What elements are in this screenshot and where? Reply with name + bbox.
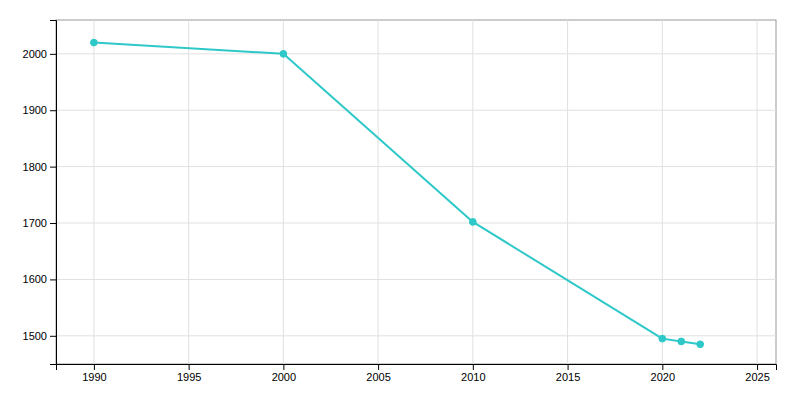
series [91, 39, 704, 347]
x-tick: 2010 [461, 364, 485, 383]
x-tick-label: 2015 [556, 371, 580, 383]
point [697, 341, 704, 348]
x-tick-label: 1995 [177, 371, 201, 383]
x-tick: 2005 [366, 364, 390, 383]
y-tick-label: 2000 [23, 48, 47, 60]
x-tick-mark [283, 364, 284, 370]
x-tick-mark [94, 364, 95, 370]
point [469, 219, 476, 226]
x-tick: 1995 [177, 364, 201, 383]
x-tick-mark [473, 364, 474, 370]
x-tick: 2015 [556, 364, 580, 383]
grid-line-x [378, 20, 379, 364]
chart: 1990 1995 2000 2005 2010 2015 2020 2025 1500 1600… [0, 0, 800, 400]
x-tick-label: 2020 [651, 371, 675, 383]
grid-line-x [472, 20, 473, 364]
grid-line-x [283, 20, 284, 364]
grid-line-y [56, 223, 776, 224]
x-tick-label: 2000 [272, 371, 296, 383]
y-tick-mark [50, 336, 56, 337]
x-axis-line [57, 365, 777, 371]
grid-line-y [56, 335, 776, 336]
y-tick-mark [50, 54, 56, 55]
grid [56, 20, 776, 364]
x-tick-mark [757, 364, 758, 370]
plot-frame [56, 20, 776, 364]
grid-line-y [56, 166, 776, 167]
x-tick-label: 2025 [745, 371, 769, 383]
x-tick-mark [378, 364, 379, 370]
point [280, 50, 287, 57]
y-tick-mark [50, 110, 56, 111]
x-tick-mark [568, 364, 569, 370]
y-tick-label: 1900 [23, 104, 47, 116]
x-tick-label: 1990 [82, 371, 106, 383]
x-tick: 1990 [82, 364, 106, 383]
y-tick-label: 1600 [23, 273, 47, 285]
y-tick: 1600 [23, 273, 56, 285]
point [659, 335, 666, 342]
x-tick-label: 2010 [461, 371, 485, 383]
grid-line-x [93, 20, 94, 364]
grid-line-x [662, 20, 663, 364]
y-axis: 1500 1600 1700 1800 1900 2000 [23, 21, 57, 365]
y-tick: 1900 [23, 104, 56, 116]
grid-line-y [56, 279, 776, 280]
y-tick: 1800 [23, 161, 56, 173]
x-tick: 2025 [745, 364, 769, 383]
grid-line-x [188, 20, 189, 364]
y-tick-label: 1800 [23, 161, 47, 173]
x-tick: 2000 [272, 364, 296, 383]
y-tick: 1700 [23, 217, 56, 229]
y-tick: 1500 [23, 330, 56, 342]
y-tick-mark [50, 279, 56, 280]
y-tick-mark [50, 223, 56, 224]
grid-line-y [56, 53, 776, 54]
grid-line-x [567, 20, 568, 364]
x-tick-label: 2005 [366, 371, 390, 383]
grid-line-y [56, 110, 776, 111]
x-tick-mark [662, 364, 663, 370]
x-axis: 1990 1995 2000 2005 2010 2015 2020 2025 [57, 364, 777, 383]
line [94, 43, 700, 345]
y-tick-mark [50, 167, 56, 168]
x-tick-mark [189, 364, 190, 370]
y-tick: 2000 [23, 48, 56, 60]
y-tick-label: 1700 [23, 217, 47, 229]
point [91, 39, 98, 46]
grid-line-x [757, 20, 758, 364]
y-tick-label: 1500 [23, 330, 47, 342]
y-axis-line [50, 21, 57, 365]
x-tick: 2020 [651, 364, 675, 383]
plot: 1990 1995 2000 2005 2010 2015 2020 2025 1500 1600… [23, 20, 777, 383]
point [678, 338, 685, 345]
